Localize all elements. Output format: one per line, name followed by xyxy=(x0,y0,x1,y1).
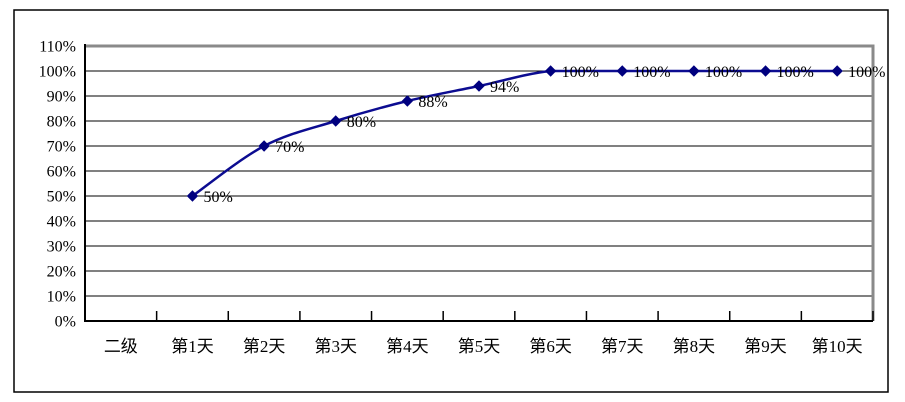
data-point-label: 94% xyxy=(490,79,519,96)
data-point-label: 100% xyxy=(562,64,599,81)
data-point-marker xyxy=(831,65,843,77)
data-point-marker xyxy=(186,190,199,202)
y-axis-tick-label: 10% xyxy=(47,289,76,306)
data-point-label: 100% xyxy=(633,64,670,81)
series-line xyxy=(191,69,839,198)
x-axis-category-label: 二级 xyxy=(104,337,138,356)
y-axis-tick-label: 30% xyxy=(47,239,76,256)
y-axis-tick-label: 70% xyxy=(47,139,76,156)
data-point-marker xyxy=(401,95,414,107)
x-axis-category-label: 第7天 xyxy=(601,337,644,356)
data-point-marker xyxy=(616,65,628,77)
y-axis-tick-label: 110% xyxy=(39,39,76,56)
data-point-marker xyxy=(258,140,270,152)
x-axis-category-label: 第8天 xyxy=(673,337,716,356)
x-axis-category-label: 第2天 xyxy=(243,337,286,356)
data-point-marker xyxy=(330,115,342,127)
data-point-label: 80% xyxy=(347,114,376,131)
y-axis-tick-label: 0% xyxy=(55,314,76,331)
x-axis-category-label: 第4天 xyxy=(386,337,429,356)
data-point-label: 88% xyxy=(418,94,447,111)
plot-area-border xyxy=(85,44,875,321)
data-point-marker xyxy=(688,65,700,77)
x-axis-category-label: 第5天 xyxy=(458,337,501,356)
data-point-label: 100% xyxy=(777,64,814,81)
data-point-marker xyxy=(759,65,772,77)
y-axis-tick-label: 20% xyxy=(47,264,76,281)
y-axis-tick-label: 60% xyxy=(47,164,76,181)
y-axis-tick-label: 40% xyxy=(47,214,76,231)
y-axis-tick-label: 50% xyxy=(47,189,76,206)
y-axis-tick-label: 100% xyxy=(39,64,76,81)
data-point-label: 100% xyxy=(705,64,742,81)
x-axis-category-label: 第1天 xyxy=(171,337,214,356)
x-axis-category-label: 第3天 xyxy=(314,337,357,356)
chart-outer-border xyxy=(13,9,889,393)
data-point-label: 100% xyxy=(848,64,885,81)
data-point-label: 70% xyxy=(275,139,304,156)
y-axis-tick-label: 80% xyxy=(47,114,76,131)
data-point-marker xyxy=(473,80,485,92)
x-axis-category-label: 第6天 xyxy=(529,337,572,356)
data-point-marker xyxy=(544,65,557,77)
data-point-label: 50% xyxy=(203,189,232,206)
x-axis-category-label: 第9天 xyxy=(744,337,787,356)
y-axis-tick-label: 90% xyxy=(47,89,76,106)
x-axis-category-label: 第10天 xyxy=(812,337,863,356)
